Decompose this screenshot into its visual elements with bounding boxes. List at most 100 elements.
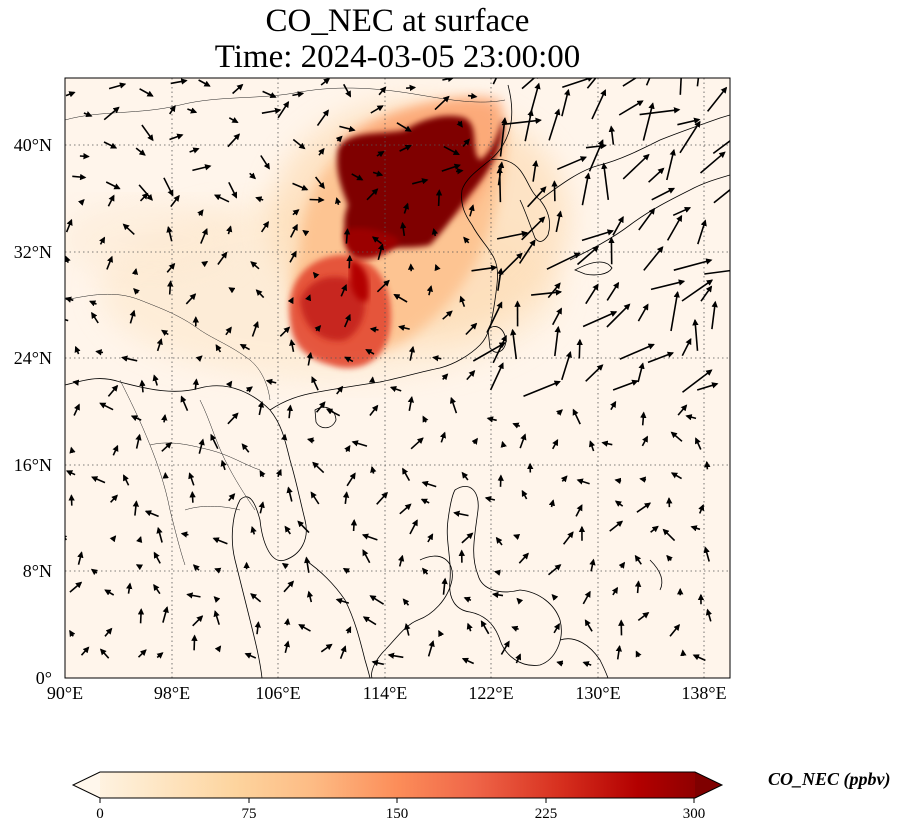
wind-arrow — [161, 442, 172, 452]
wind-arrow — [334, 197, 342, 206]
co-concentration-field — [65, 97, 570, 380]
wind-arrow — [110, 494, 118, 503]
wind-arrow — [254, 621, 261, 635]
wind-arrow — [438, 629, 445, 638]
wind-arrow — [73, 403, 80, 416]
wind-arrow — [152, 374, 159, 386]
wind-arrow — [109, 535, 117, 543]
wind-arrow — [556, 409, 563, 416]
colorbar-tick-75: 75 — [241, 806, 257, 822]
wind-arrow — [228, 287, 236, 294]
wind-arrow — [495, 536, 503, 546]
wind-arrow — [459, 295, 466, 307]
wind-arrow — [335, 597, 350, 605]
wind-arrow — [486, 301, 503, 333]
wind-arrow — [91, 311, 99, 324]
wind-arrow — [515, 653, 522, 664]
wind-arrow — [279, 326, 291, 337]
wind-arrow — [582, 590, 591, 605]
wind-arrow — [241, 443, 250, 453]
wind-arrow — [698, 504, 705, 514]
wind-arrow — [366, 188, 379, 201]
wind-arrow — [368, 376, 376, 384]
wind-arrow — [320, 643, 333, 653]
wind-arrow — [398, 554, 405, 567]
wind-arrow — [426, 285, 433, 296]
wind-arrow — [601, 162, 610, 201]
wind-arrow — [130, 415, 142, 422]
wind-arrow — [365, 349, 375, 355]
wind-arrow — [217, 251, 228, 265]
wind-arrow — [245, 386, 253, 393]
wind-arrow — [107, 194, 115, 207]
wind-arrow — [325, 408, 341, 417]
wind-arrow — [281, 562, 289, 570]
wind-arrow — [226, 225, 233, 235]
wind-arrow — [292, 91, 305, 98]
wind-arrow — [244, 652, 257, 659]
wind-arrow — [370, 105, 384, 114]
wind-arrow — [225, 380, 233, 388]
wind-arrow — [104, 589, 115, 596]
wind-arrow — [99, 236, 106, 245]
wind-arrow — [156, 526, 163, 543]
wind-arrow — [197, 209, 204, 217]
wind-arrow — [588, 139, 604, 172]
wind-arrow — [499, 117, 508, 157]
wind-arrow — [292, 182, 309, 191]
wind-arrow — [643, 246, 664, 271]
wind-arrow — [166, 262, 176, 273]
wind-arrow — [670, 472, 683, 480]
wind-arrow — [618, 100, 644, 116]
wind-arrow — [139, 379, 146, 393]
colorbar-tick-225: 225 — [534, 806, 558, 822]
wind-arrow — [553, 622, 560, 634]
wind-arrow — [277, 101, 290, 119]
wind-arrow — [532, 160, 539, 182]
wind-arrow — [289, 223, 298, 238]
wind-arrow — [138, 184, 153, 201]
wind-arrow — [497, 267, 504, 291]
wind-arrow — [441, 373, 449, 381]
wind-arrow — [527, 186, 547, 208]
wind-arrow — [576, 478, 590, 485]
wind-arrow — [441, 577, 448, 595]
wind-arrow — [560, 475, 568, 483]
wind-arrow — [289, 250, 297, 263]
wind-arrow — [302, 229, 310, 237]
wind-arrow — [496, 230, 529, 240]
wind-arrow — [408, 345, 416, 361]
wind-arrow — [350, 519, 358, 532]
wind-arrow — [466, 370, 476, 381]
wind-arrow — [191, 634, 198, 651]
wind-arrow — [551, 180, 558, 202]
wind-arrow — [585, 364, 604, 382]
wind-arrow — [201, 260, 209, 268]
wind-arrow — [65, 296, 74, 303]
wind-arrow — [461, 471, 469, 481]
wind-arrow — [439, 431, 447, 443]
wind-arrow — [427, 533, 434, 543]
lat-tick-32n: 32°N — [13, 242, 52, 262]
wind-arrow — [455, 168, 464, 175]
wind-arrow — [589, 558, 596, 572]
wind-arrow — [581, 229, 614, 242]
wind-arrow — [170, 194, 180, 208]
wind-arrow — [516, 597, 524, 605]
wind-arrow — [280, 433, 288, 441]
wind-arrow — [339, 125, 356, 133]
lat-tick-16n: 16°N — [13, 455, 52, 475]
wind-arrow — [622, 78, 644, 87]
wind-arrow — [531, 289, 563, 296]
wind-arrow — [250, 593, 262, 603]
wind-arrow — [122, 474, 130, 486]
wind-arrow — [283, 640, 290, 653]
wind-arrow — [195, 355, 203, 363]
wind-arrow — [511, 625, 519, 632]
wind-arrow — [591, 89, 607, 120]
wind-arrow — [638, 207, 656, 231]
wind-arrow — [389, 386, 402, 393]
wind-arrow — [188, 472, 195, 486]
wind-arrow — [283, 580, 295, 593]
wind-arrow — [606, 281, 620, 301]
